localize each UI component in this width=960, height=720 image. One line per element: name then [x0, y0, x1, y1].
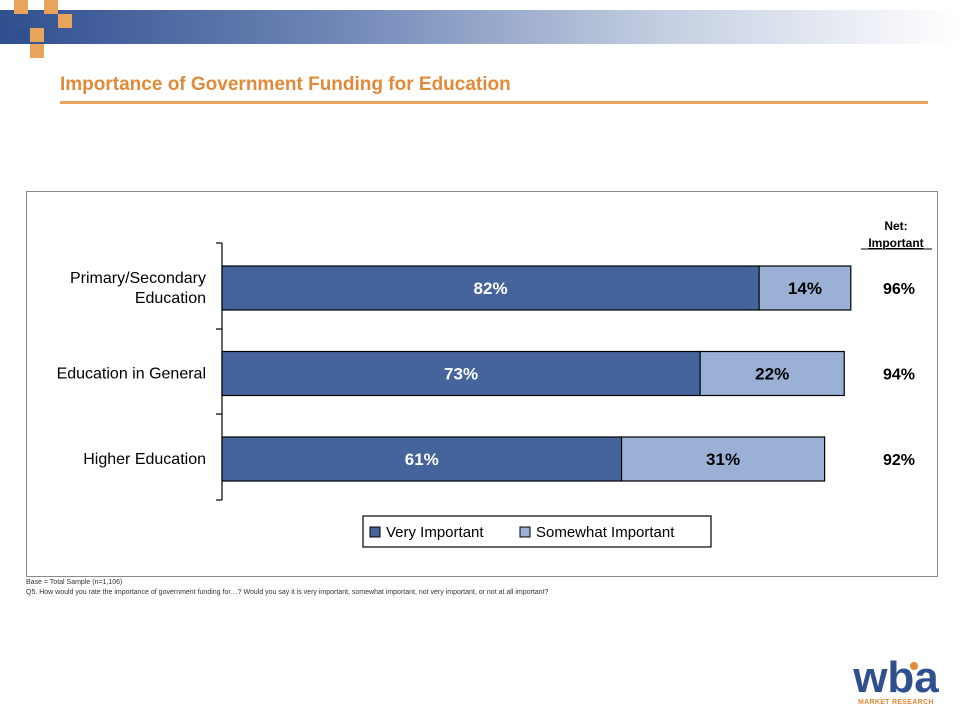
- legend-swatch: [519, 526, 531, 538]
- category-label: Higher Education: [83, 451, 206, 468]
- decor-square: [30, 28, 44, 42]
- category-label: Education: [135, 290, 206, 307]
- base-footnote: Base = Total Sample (n=1,106): [26, 579, 123, 586]
- logo-dot: [910, 662, 918, 670]
- bar-segment: [620, 436, 826, 482]
- logo-tagline: MARKET RESEARCH: [858, 699, 934, 706]
- bar-segment: [699, 350, 845, 397]
- data-label: 31%: [706, 450, 740, 469]
- data-label: 14%: [788, 279, 822, 298]
- data-label: 82%: [474, 279, 508, 298]
- decor-square: [44, 0, 58, 14]
- data-label: 61%: [405, 450, 439, 469]
- legend-swatch: [369, 526, 381, 538]
- legend-box: [362, 515, 712, 548]
- logo-mark: wba: [852, 653, 939, 702]
- bar-segment: [221, 265, 760, 311]
- decor-square: [30, 44, 44, 58]
- legend-label: Somewhat Important: [536, 524, 675, 541]
- bar-segment: [758, 265, 852, 311]
- decor-square: [14, 28, 28, 42]
- wba-logo: wba: [852, 653, 939, 702]
- header-band: [0, 10, 960, 44]
- decor-square: [14, 0, 28, 14]
- bar-segment: [221, 436, 623, 482]
- decor-square: [58, 14, 72, 28]
- net-value-label: 92%: [883, 452, 915, 469]
- category-label: Education in General: [57, 366, 206, 383]
- category-label: Primary/Secondary: [70, 270, 206, 287]
- net-header-label: Net:: [884, 219, 907, 233]
- net-value-label: 94%: [883, 367, 915, 384]
- legend-label: Very Important: [386, 524, 484, 541]
- data-label: 73%: [444, 365, 478, 384]
- question-footnote: Q5. How would you rate the importance of…: [26, 589, 549, 596]
- net-header-label: Important: [868, 236, 923, 250]
- page-title: Importance of Government Funding for Edu…: [60, 74, 511, 95]
- net-value-label: 96%: [883, 281, 915, 298]
- title-divider: [60, 101, 928, 104]
- data-label: 22%: [755, 365, 789, 384]
